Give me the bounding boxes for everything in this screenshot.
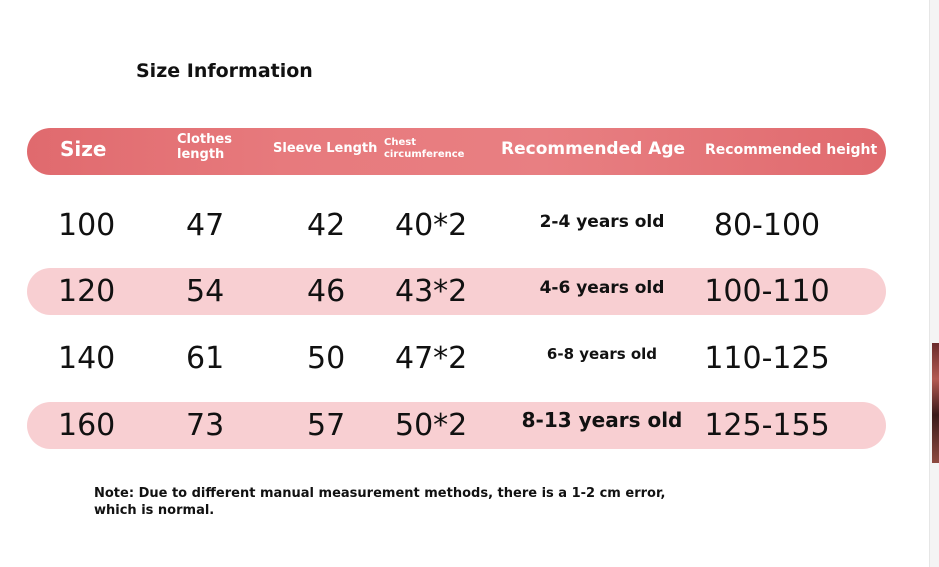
cell-clothes-length: 61	[186, 341, 225, 376]
cell-height: 100-110	[704, 274, 830, 309]
cell-clothes-length: 73	[186, 408, 225, 443]
cell-height: 80-100	[713, 208, 821, 243]
table-row: 140 61 50 47*2 6-8 years old 110-125	[27, 335, 886, 382]
header-chest-line1: Chest	[384, 137, 416, 148]
cell-age: 6-8 years old	[546, 345, 658, 363]
cell-sleeve-length: 50	[307, 341, 346, 376]
table-row: 100 47 42 40*2 2-4 years old 80-100	[27, 202, 886, 249]
header-chest-line2: circumference	[384, 148, 465, 160]
cell-age: 2-4 years old	[539, 212, 665, 232]
header-clothes-length: Clothes length	[177, 132, 232, 163]
header-recommended-height: Recommended height	[705, 142, 878, 158]
cell-chest: 47*2	[395, 341, 468, 376]
page-title: Size Information	[136, 60, 313, 82]
cell-size: 100	[58, 208, 116, 243]
table-row: 120 54 46 43*2 4-6 years old 100-110	[27, 268, 886, 315]
cell-clothes-length: 54	[186, 274, 225, 309]
header-chest-circumference: Chest circumference	[384, 137, 464, 160]
cell-size: 140	[58, 341, 116, 376]
cell-sleeve-length: 42	[307, 208, 346, 243]
cell-chest: 40*2	[395, 208, 468, 243]
header-clothes-length-line1: Clothes	[177, 132, 232, 147]
table-header: Size Clothes length Sleeve Length Chest …	[27, 128, 886, 175]
header-recommended-age: Recommended Age	[501, 139, 686, 159]
cell-size: 120	[58, 274, 116, 309]
cell-sleeve-length: 57	[307, 408, 346, 443]
cell-height: 110-125	[704, 341, 830, 376]
adjacent-product-photo	[932, 343, 939, 463]
table-row: 160 73 57 50*2 8-13 years old 125-155	[27, 402, 886, 449]
cell-size: 160	[58, 408, 116, 443]
cell-chest: 50*2	[395, 408, 468, 443]
header-size: Size	[60, 137, 107, 161]
cell-height: 125-155	[704, 408, 830, 443]
cell-sleeve-length: 46	[307, 274, 346, 309]
cell-clothes-length: 47	[186, 208, 225, 243]
measurement-note: Note: Due to different manual measuremen…	[94, 486, 666, 518]
header-clothes-length-line2: length	[177, 146, 225, 162]
cell-age: 4-6 years old	[539, 278, 665, 298]
cell-chest: 43*2	[395, 274, 468, 309]
page-edge-divider	[929, 0, 939, 567]
header-sleeve-length: Sleeve Length	[273, 141, 378, 156]
cell-age: 8-13 years old	[521, 408, 683, 432]
